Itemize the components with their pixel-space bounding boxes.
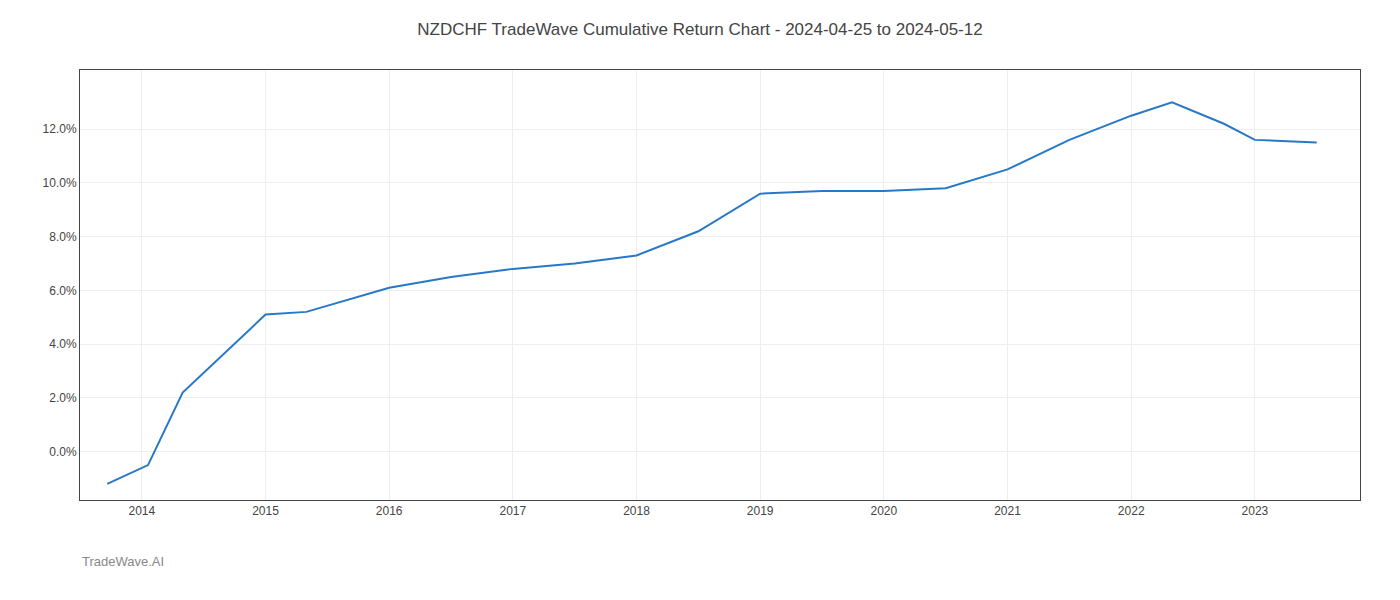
svg-text:2019: 2019 (747, 504, 774, 518)
svg-text:2015: 2015 (252, 504, 279, 518)
svg-text:10.0%: 10.0% (43, 176, 77, 190)
svg-text:TradeWave.AI: TradeWave.AI (82, 554, 164, 569)
svg-text:2022: 2022 (1118, 504, 1145, 518)
svg-text:12.0%: 12.0% (43, 122, 77, 136)
svg-text:2017: 2017 (499, 504, 526, 518)
svg-text:2.0%: 2.0% (49, 391, 77, 405)
svg-text:6.0%: 6.0% (49, 284, 77, 298)
svg-text:2020: 2020 (871, 504, 898, 518)
svg-text:2016: 2016 (376, 504, 403, 518)
svg-text:NZDCHF TradeWave Cumulative Re: NZDCHF TradeWave Cumulative Return Chart… (417, 20, 982, 39)
svg-text:2023: 2023 (1242, 504, 1269, 518)
svg-text:4.0%: 4.0% (49, 337, 77, 351)
svg-text:8.0%: 8.0% (49, 230, 77, 244)
svg-text:2018: 2018 (623, 504, 650, 518)
svg-text:2014: 2014 (128, 504, 155, 518)
svg-text:2021: 2021 (994, 504, 1021, 518)
svg-text:0.0%: 0.0% (49, 445, 77, 459)
